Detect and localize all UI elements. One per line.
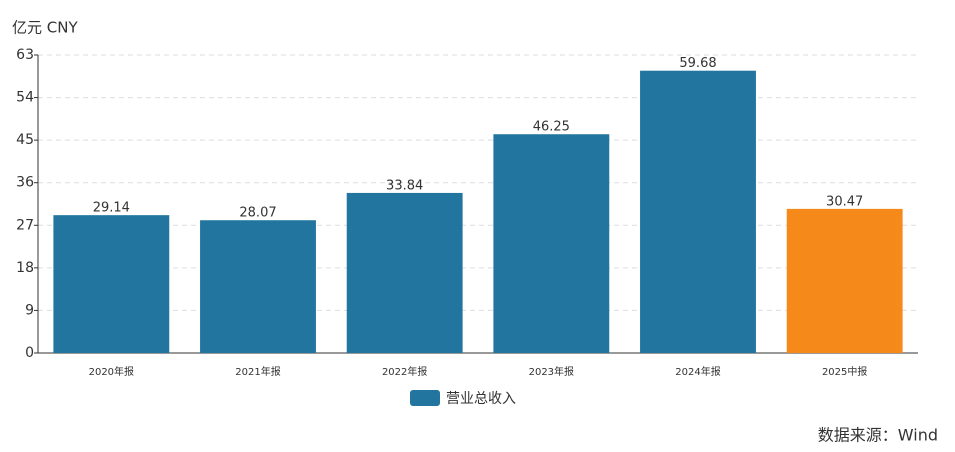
x-tick-label: 2024年报 <box>675 365 720 378</box>
x-tick-label: 2020年报 <box>89 365 134 378</box>
y-tick-label: 9 <box>25 302 34 318</box>
value-label: 59.68 <box>679 56 716 71</box>
bar <box>493 134 610 353</box>
value-label: 33.84 <box>386 178 423 193</box>
legend-label: 营业总收入 <box>446 391 516 407</box>
y-tick-label: 63 <box>16 47 34 63</box>
bar <box>53 215 170 353</box>
x-tick-label: 2023年报 <box>529 365 574 378</box>
y-tick-label: 0 <box>25 345 34 361</box>
bar <box>640 70 756 353</box>
y-tick-label: 54 <box>16 90 34 106</box>
x-tick-label: 2021年报 <box>235 365 280 378</box>
bar <box>786 208 903 353</box>
x-tick-label: 2025中报 <box>822 365 867 378</box>
value-label: 46.25 <box>533 120 570 135</box>
value-label: 28.07 <box>239 206 276 221</box>
y-tick-label: 45 <box>16 132 34 148</box>
value-label: 29.14 <box>93 201 130 216</box>
bar <box>346 192 463 353</box>
y-tick-label: 36 <box>16 175 34 191</box>
source-note: 数据来源：Wind <box>818 426 938 445</box>
y-tick-label: 18 <box>16 260 34 276</box>
value-label: 30.47 <box>826 194 863 209</box>
x-tick-label: 2022年报 <box>382 365 427 378</box>
bar <box>200 220 316 353</box>
unit-label: 亿元 CNY <box>12 19 78 37</box>
y-tick-label: 27 <box>16 217 34 233</box>
legend-swatch <box>410 390 440 406</box>
